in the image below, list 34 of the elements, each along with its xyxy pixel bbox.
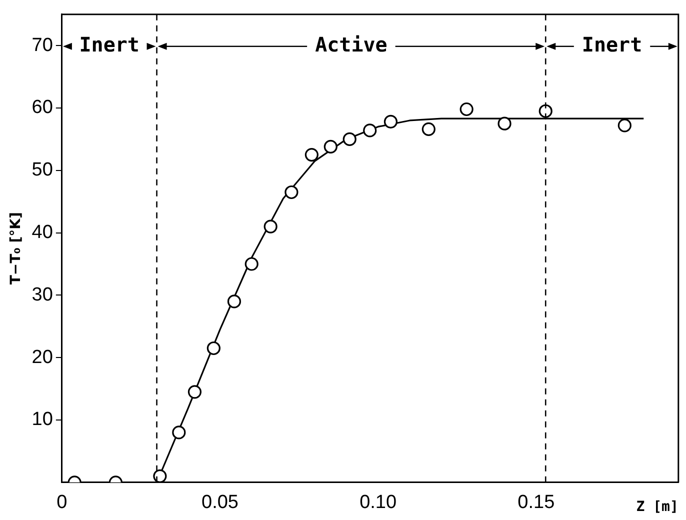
point (153, 469, 167, 482)
x-axis-title: Z [m] (636, 499, 678, 516)
point (172, 426, 186, 440)
point (342, 132, 356, 146)
point (422, 122, 436, 136)
point (304, 148, 318, 162)
y-axis-title: T−T₀ [°K] (8, 212, 24, 285)
y-tick-label: 50 (32, 160, 53, 181)
y-tick-label: 40 (32, 222, 53, 244)
annotation: Inert (79, 32, 140, 57)
point (206, 341, 220, 356)
y-tick-label: 10 (32, 409, 53, 430)
point (324, 140, 338, 154)
y-tick-label: 70 (32, 34, 53, 56)
y-tick-label: 30 (32, 284, 53, 306)
point (460, 102, 474, 116)
point (284, 185, 298, 200)
x-tick-label: 0 (56, 492, 68, 514)
point (264, 220, 278, 234)
point (498, 116, 512, 130)
annotation: Active (315, 32, 388, 57)
y-tick-label: 60 (32, 97, 53, 118)
point (363, 124, 377, 138)
x-tick-label: 0.05 (202, 492, 238, 514)
point (384, 114, 398, 129)
point (244, 257, 258, 271)
x-tick-label: 0.15 (518, 492, 555, 514)
x-tick-label: 0.10 (360, 492, 397, 514)
point (618, 118, 632, 132)
point (538, 104, 552, 118)
y-tick-label: 20 (32, 346, 53, 368)
point (188, 385, 202, 399)
point (227, 294, 242, 308)
annotation: Inert (582, 32, 642, 57)
